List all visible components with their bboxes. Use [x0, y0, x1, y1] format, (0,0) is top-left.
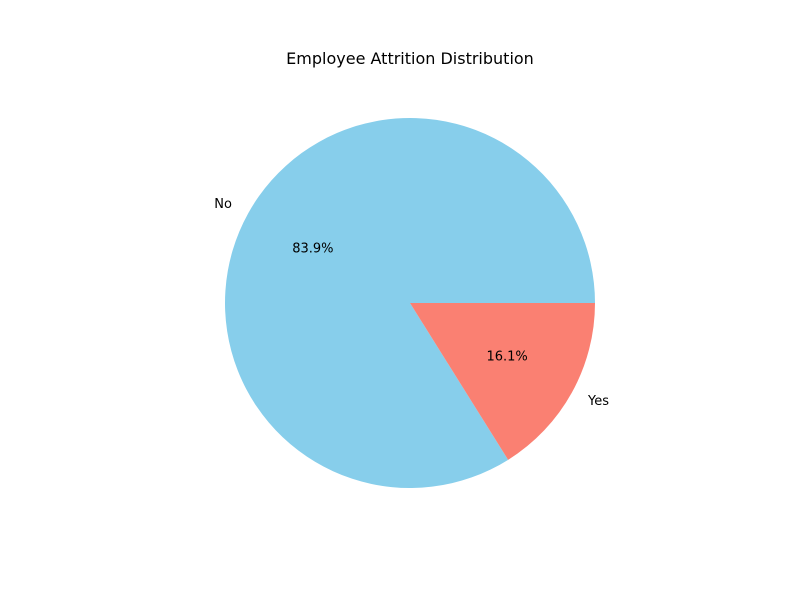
pie-pct-label-yes: 16.1% — [486, 349, 527, 364]
pie-label-no: No — [214, 197, 232, 212]
pie-labels: No 83.9% Yes 16.1% — [214, 197, 609, 409]
chart-title: Employee Attrition Distribution — [286, 49, 534, 68]
pie-slice-yes — [410, 303, 595, 460]
pie-label-yes: Yes — [587, 394, 609, 409]
pie-slices — [225, 118, 595, 488]
pie-pct-label-no: 83.9% — [292, 242, 333, 257]
